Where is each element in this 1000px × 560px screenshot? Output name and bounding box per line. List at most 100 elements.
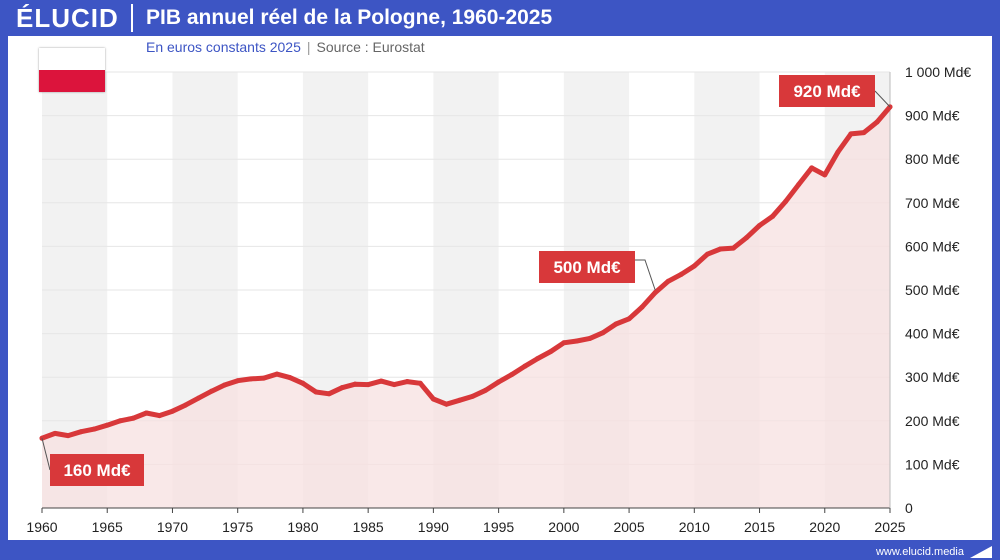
x-tick-label: 2000 xyxy=(548,519,579,535)
data-point xyxy=(222,382,228,388)
y-tick-label: 300 Md€ xyxy=(905,369,960,385)
data-point xyxy=(456,397,462,403)
data-point xyxy=(548,348,554,354)
data-point xyxy=(352,381,358,387)
x-tick-label: 2010 xyxy=(679,519,710,535)
callout-leader xyxy=(874,90,891,108)
data-point xyxy=(574,338,580,344)
data-point xyxy=(561,340,567,346)
y-tick-label: 600 Md€ xyxy=(905,238,960,254)
x-tick-label: 1985 xyxy=(353,519,384,535)
x-tick-label: 1965 xyxy=(92,519,123,535)
data-point xyxy=(652,290,658,296)
data-point xyxy=(313,389,319,395)
header-bar: ÉLUCID PIB annuel réel de la Pologne, 19… xyxy=(0,0,1000,36)
data-point xyxy=(404,379,410,385)
x-tick-label: 2005 xyxy=(613,519,644,535)
data-point xyxy=(704,251,710,257)
footer-url[interactable]: www.elucid.media xyxy=(875,546,964,558)
callout-leader xyxy=(41,438,51,471)
data-point xyxy=(822,172,828,178)
data-point xyxy=(874,119,880,125)
data-point xyxy=(496,379,502,385)
data-point xyxy=(326,391,332,397)
data-point xyxy=(809,165,815,171)
data-point xyxy=(770,213,776,219)
data-point xyxy=(743,235,749,241)
data-point xyxy=(796,181,802,187)
callout-box xyxy=(50,454,144,486)
x-tick-label: 2020 xyxy=(809,519,840,535)
brand-logo[interactable]: ÉLUCID xyxy=(16,3,119,33)
data-point xyxy=(209,388,215,394)
data-point xyxy=(730,245,736,251)
data-point xyxy=(235,378,241,384)
y-tick-label: 700 Md€ xyxy=(905,195,960,211)
data-point xyxy=(378,378,384,384)
callout-label: 160 Md€ xyxy=(63,461,131,480)
data-point xyxy=(509,372,515,378)
data-point xyxy=(665,278,671,284)
data-point xyxy=(535,355,541,361)
data-point xyxy=(417,380,423,386)
callout-box xyxy=(539,251,635,283)
x-tick-label: 1980 xyxy=(287,519,318,535)
data-point xyxy=(130,415,136,421)
data-point xyxy=(274,371,280,377)
data-point xyxy=(248,376,254,382)
poland-flag-icon xyxy=(39,48,105,92)
chart-title: PIB annuel réel de la Pologne, 1960-2025 xyxy=(146,6,553,29)
data-point xyxy=(626,316,632,322)
y-tick-label: 400 Md€ xyxy=(905,326,960,342)
data-point xyxy=(78,429,84,435)
x-tick-label: 2015 xyxy=(744,519,775,535)
data-point xyxy=(587,335,593,341)
data-point xyxy=(196,395,202,401)
callout-label: 500 Md€ xyxy=(553,258,621,277)
data-point xyxy=(91,426,97,432)
data-point xyxy=(300,380,306,386)
data-point xyxy=(848,131,854,137)
data-point xyxy=(365,382,371,388)
units-note: En euros constants 2025 xyxy=(146,39,301,55)
data-point xyxy=(65,433,71,439)
y-tick-label: 100 Md€ xyxy=(905,456,960,472)
data-point xyxy=(522,363,528,369)
data-point xyxy=(391,382,397,388)
y-tick-label: 900 Md€ xyxy=(905,108,960,124)
data-point xyxy=(783,198,789,204)
x-tick-label: 1970 xyxy=(157,519,188,535)
data-point xyxy=(117,418,123,424)
data-point xyxy=(430,396,436,402)
data-point xyxy=(757,222,763,228)
data-point xyxy=(600,330,606,336)
data-point xyxy=(339,385,345,391)
data-point xyxy=(470,393,476,399)
data-point xyxy=(169,408,175,414)
data-point xyxy=(639,304,645,310)
y-tick-label: 500 Md€ xyxy=(905,282,960,298)
chart-subtitle: En euros constants 2025 | Source : Eurosta… xyxy=(146,39,425,55)
y-tick-label: 1 000 Md€ xyxy=(905,64,971,80)
y-tick-label: 200 Md€ xyxy=(905,413,960,429)
footer: www.elucid.media xyxy=(876,546,992,558)
data-point xyxy=(104,422,110,428)
data-point xyxy=(443,401,449,407)
data-point xyxy=(861,130,867,136)
data-point xyxy=(52,430,58,436)
y-tick-label: 800 Md€ xyxy=(905,151,960,167)
data-point xyxy=(717,246,723,252)
y-tick-label: 0 xyxy=(905,500,913,516)
subtitle-divider: | xyxy=(306,39,311,55)
brand-mark-icon xyxy=(970,546,992,558)
x-tick-label: 1990 xyxy=(418,519,449,535)
source-note: Source : Eurostat xyxy=(316,39,425,55)
x-tick-label: 2025 xyxy=(874,519,905,535)
data-point xyxy=(613,321,619,327)
data-point xyxy=(835,149,841,155)
header-separator xyxy=(131,4,133,32)
data-point xyxy=(156,413,162,419)
callout-box xyxy=(779,75,875,107)
